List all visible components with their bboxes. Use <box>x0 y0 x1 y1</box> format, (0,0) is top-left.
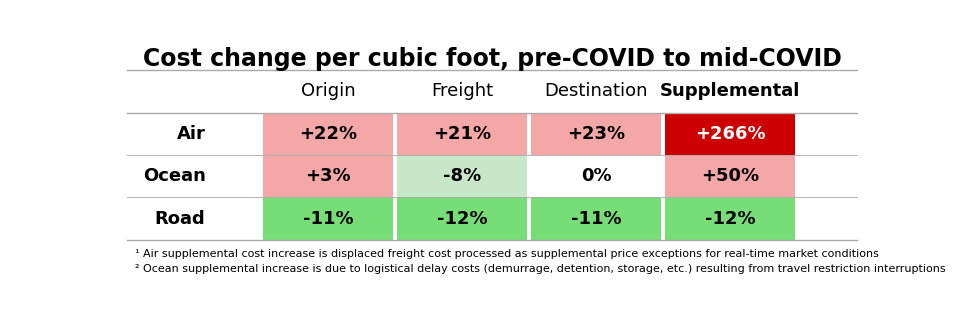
Text: +3%: +3% <box>305 167 351 185</box>
Text: ² Ocean supplemental increase is due to logistical delay costs (demurrage, deten: ² Ocean supplemental increase is due to … <box>134 264 946 274</box>
Text: ¹ Air supplemental cost increase is displaced freight cost processed as suppleme: ¹ Air supplemental cost increase is disp… <box>134 249 878 259</box>
Bar <box>665 197 795 240</box>
Bar <box>531 197 661 240</box>
Bar <box>263 155 394 197</box>
Bar <box>397 113 527 155</box>
Bar <box>263 113 394 155</box>
Bar <box>531 113 661 155</box>
Bar <box>263 197 394 240</box>
Text: +23%: +23% <box>567 125 625 143</box>
Text: Road: Road <box>155 210 205 228</box>
Bar <box>531 155 661 197</box>
Text: -11%: -11% <box>571 210 621 228</box>
Text: Supplemental: Supplemental <box>660 82 801 100</box>
Text: +21%: +21% <box>433 125 492 143</box>
Text: -12%: -12% <box>705 210 756 228</box>
Text: +266%: +266% <box>695 125 765 143</box>
Text: -12%: -12% <box>437 210 488 228</box>
Text: -8%: -8% <box>444 167 481 185</box>
Text: Cost change per cubic foot, pre-COVID to mid-COVID: Cost change per cubic foot, pre-COVID to… <box>143 47 841 71</box>
Text: Ocean: Ocean <box>143 167 205 185</box>
Text: Air: Air <box>177 125 205 143</box>
Text: Freight: Freight <box>431 82 493 100</box>
Text: 0%: 0% <box>581 167 612 185</box>
Text: -11%: -11% <box>303 210 353 228</box>
Bar <box>665 155 795 197</box>
Bar <box>665 113 795 155</box>
Bar <box>397 197 527 240</box>
Text: +50%: +50% <box>701 167 759 185</box>
Text: Destination: Destination <box>544 82 648 100</box>
Bar <box>397 155 527 197</box>
Text: +22%: +22% <box>300 125 357 143</box>
Text: Origin: Origin <box>301 82 355 100</box>
